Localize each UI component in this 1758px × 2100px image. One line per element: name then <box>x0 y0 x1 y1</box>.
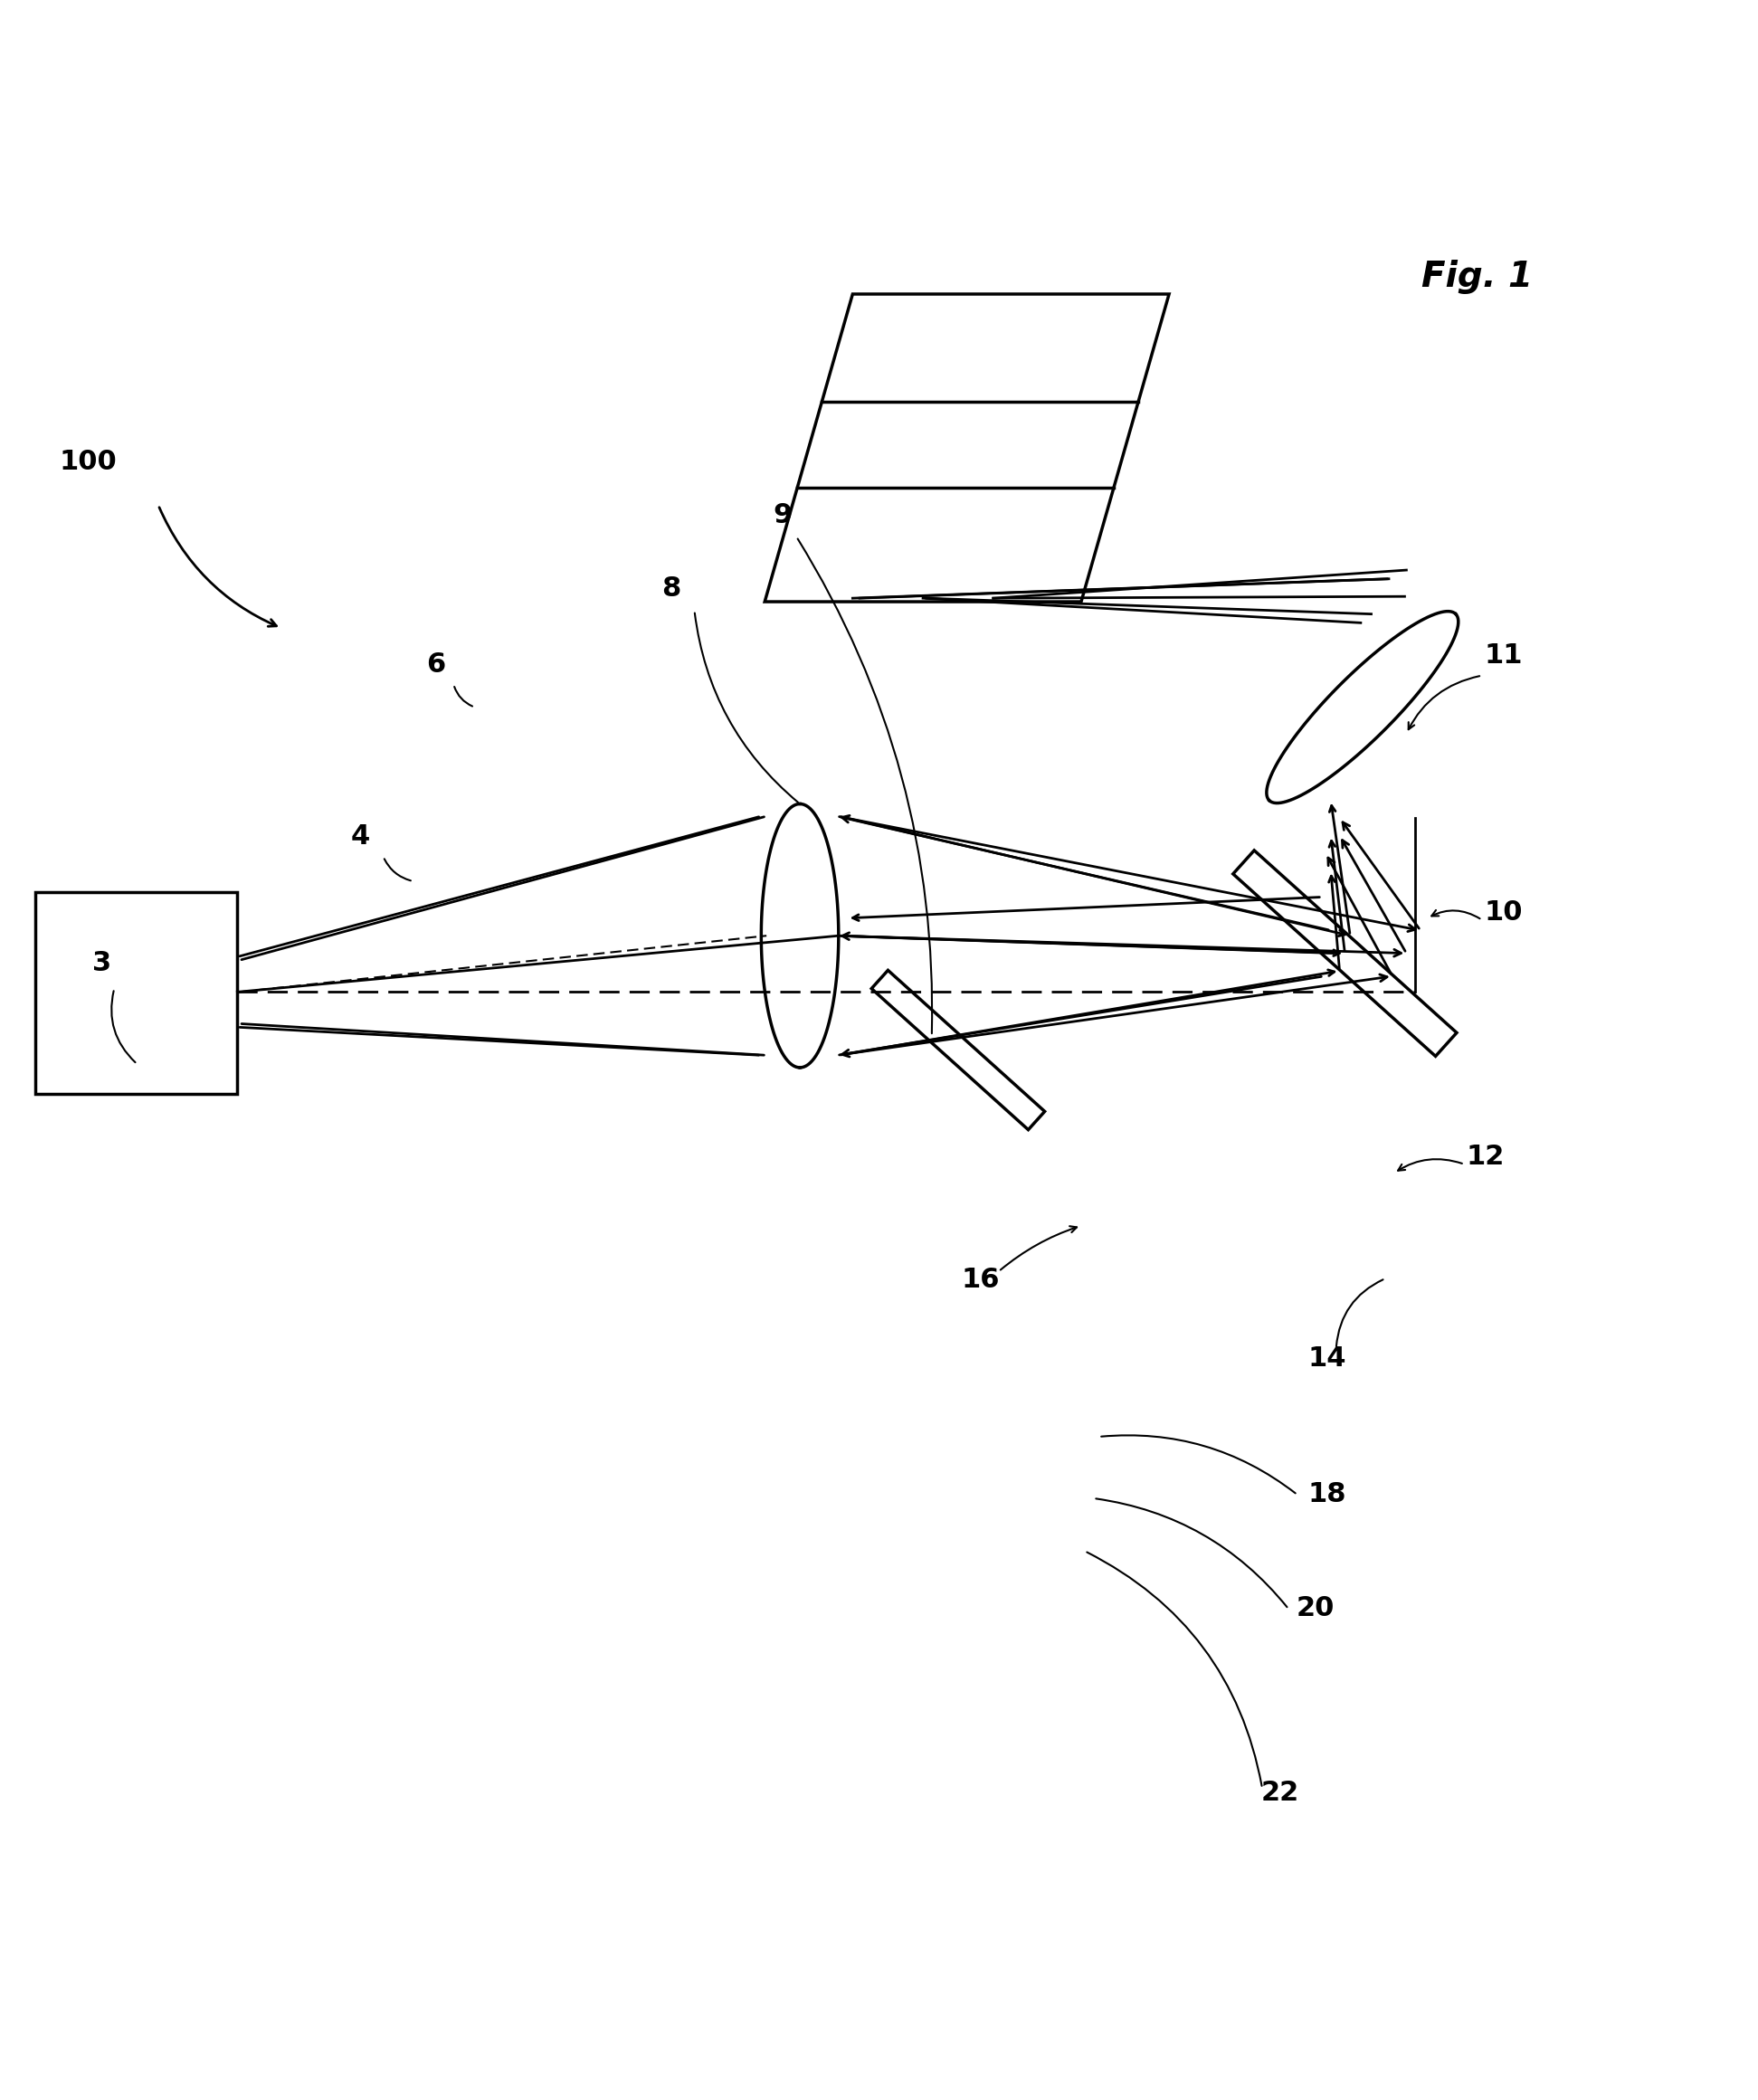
Text: 4: 4 <box>352 823 369 850</box>
Text: 16: 16 <box>962 1266 1000 1294</box>
Text: 8: 8 <box>663 575 680 603</box>
Text: 20: 20 <box>1296 1596 1334 1621</box>
Text: 9: 9 <box>772 502 793 527</box>
Text: 100: 100 <box>60 449 116 475</box>
Text: 18: 18 <box>1308 1480 1347 1508</box>
Text: 10: 10 <box>1484 899 1522 926</box>
Bar <box>35 892 237 1094</box>
Text: Fig. 1: Fig. 1 <box>1420 258 1533 294</box>
Text: 22: 22 <box>1260 1781 1299 1806</box>
Text: 3: 3 <box>93 949 111 977</box>
Text: 11: 11 <box>1484 643 1522 668</box>
Text: 14: 14 <box>1308 1346 1347 1371</box>
Text: 6: 6 <box>427 651 445 678</box>
Text: 12: 12 <box>1466 1145 1505 1170</box>
